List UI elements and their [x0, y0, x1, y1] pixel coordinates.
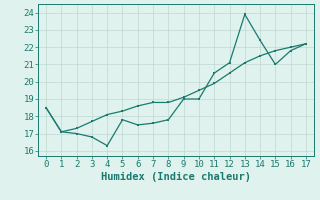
X-axis label: Humidex (Indice chaleur): Humidex (Indice chaleur): [101, 172, 251, 182]
